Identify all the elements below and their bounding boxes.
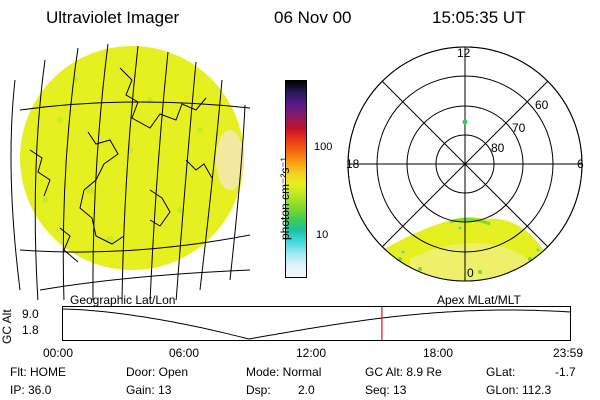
altitude-tick-9: 9.0 [22,307,39,321]
coastline [29,67,213,263]
dsp-value: 2.0 [298,383,315,397]
mlt-label-18: 18 [346,157,360,171]
mlt-label-6: 6 [577,157,584,171]
mlt-label-0: 0 [467,266,474,280]
satellite-position-marker [462,119,468,125]
geographic-panel-label: Geographic Lat/Lon [70,293,176,307]
altitude-tick-1-8: 1.8 [22,323,39,337]
dsp-label: Dsp: [246,383,271,397]
apex-panel-label: Apex MLat/MLT [437,293,521,307]
colorbar-tick-10: 10 [316,229,329,241]
time-tick-2359: 23:59 [553,346,584,360]
ip-info: IP: 36.0 [10,383,52,397]
door-info: Door: Open [126,365,189,379]
lat-lon-grid [10,43,251,300]
time-tick-1200: 12:00 [296,346,327,360]
lat-label-60: 60 [535,98,549,112]
geographic-image [10,43,251,300]
colorbar-unit-label: photon cm⁻²s⁻¹ [278,157,292,240]
app-title: Ultraviolet Imager [46,8,180,27]
gc-alt-info: GC Alt: 8.9 Re [365,365,442,379]
time-tick-1800: 18:00 [423,346,454,360]
glat-label: GLat: [486,365,516,379]
date-label: 06 Nov 00 [274,8,352,27]
colorbar-tick-100: 100 [314,141,333,153]
mlt-label-12: 12 [457,46,471,60]
mode-info: Mode: Normal [246,365,322,379]
flight-info: Flt: HOME [10,365,66,379]
colorbar [285,80,307,278]
time-tick-0000: 00:00 [43,346,74,360]
gain-info: Gain: 13 [126,383,172,397]
lat-label-80: 80 [491,141,505,155]
time-tick-0600: 06:00 [169,346,200,360]
seq-info: Seq: 13 [365,383,407,397]
glat-value: -1.7 [555,365,576,379]
altitude-axis-label: GC Alt [0,309,14,344]
lat-label-70: 70 [512,121,526,135]
time-label: 15:05:35 UT [432,8,526,27]
altitude-plot [62,306,571,341]
polar-plot [347,46,583,282]
glon-info: GLon: 112.3 [486,383,552,397]
